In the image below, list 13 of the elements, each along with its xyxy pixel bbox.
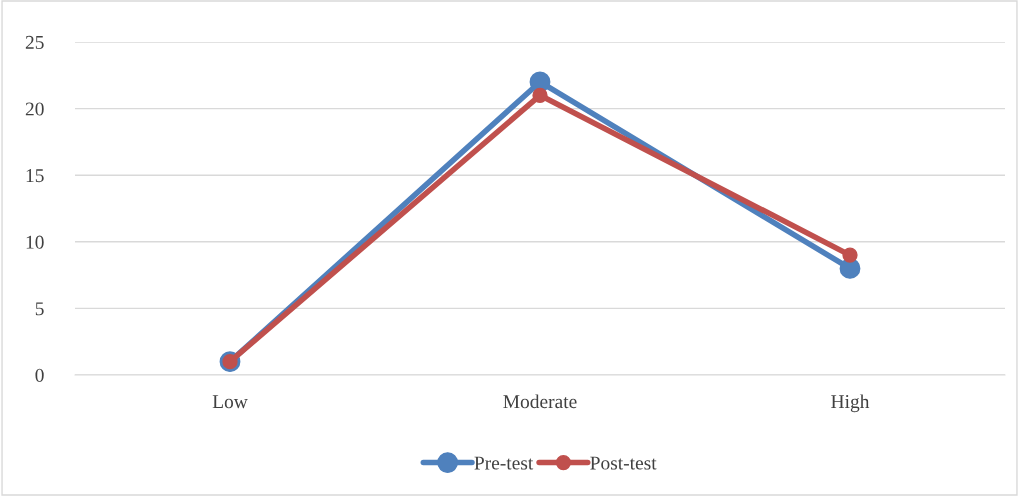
x-tick-label: High xyxy=(831,394,870,413)
x-tick-label: Low xyxy=(212,395,248,409)
x-tick-label: Moderate xyxy=(503,394,577,409)
y-tick-label: 20 xyxy=(25,102,44,116)
y-tick-label: 0 xyxy=(35,368,44,382)
y-tick-label: 25 xyxy=(25,35,44,49)
point xyxy=(842,247,858,263)
y-tick-label: 5 xyxy=(35,302,44,316)
point xyxy=(532,87,548,103)
y-tick-label: 10 xyxy=(26,235,44,249)
y-tick-label: 15 xyxy=(26,169,44,183)
legend-label: Pre-test xyxy=(474,456,534,470)
legend-label: Post-test xyxy=(590,456,657,470)
